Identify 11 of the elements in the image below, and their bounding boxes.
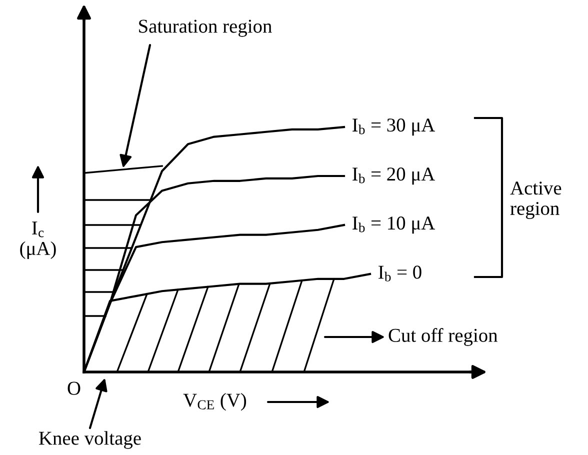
text: Active region [510,182,562,220]
y-axis-title: I$_{c}$ (μA) [20,222,56,259]
series-label: I$_{b}$ = 0 [378,266,422,282]
series-label: I$_{b}$ = 10 μA [352,216,435,234]
text: Saturation region [139,20,272,37]
series-label: I$_{b}$ = 20 μA [352,168,435,185]
text: Cut off region [388,328,498,346]
text: O [68,382,80,395]
x-axis-title: V$_{CE}$ (V) [183,393,246,411]
text: Knee voltage [39,431,141,449]
series-label: I$_{b}$ = 30 μA [352,118,435,136]
